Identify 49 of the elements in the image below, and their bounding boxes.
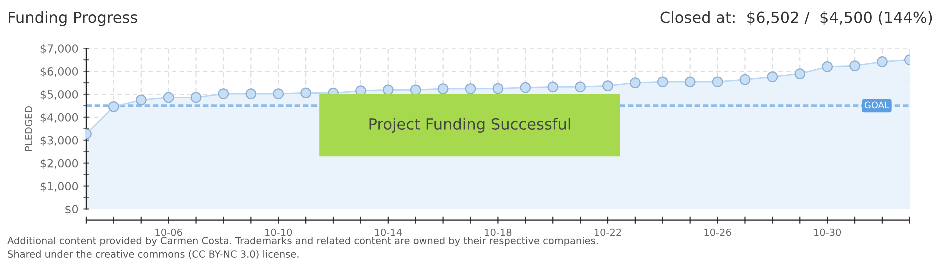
point [246,88,257,100]
text: Additional content provided by Carmen Costa. Trademarks and related content are owned by their respective companies. [8,236,598,246]
x-tick-label: 10-26 [704,228,732,236]
point [218,88,230,100]
y-tick-label: $1,000 [40,182,78,192]
y-tick-label: $0 [66,205,78,216]
point [822,62,833,72]
point [520,82,532,94]
y-tick-label: $4,000 [40,113,78,124]
point [630,78,641,88]
point [108,101,120,112]
point [273,88,284,100]
x-tick-label: 10-30 [814,228,842,236]
point [548,82,559,93]
y-tick-label: $3,000 [40,136,78,146]
point [492,83,504,94]
point [382,84,394,96]
point [300,88,312,99]
point [684,76,696,88]
annotation: Project Funding Successful [370,118,570,133]
x-tick-label: 10-18 [485,228,512,236]
point [877,56,888,68]
point [850,60,860,72]
y-tick-label: $6,000 [40,67,78,78]
point [740,74,751,86]
text: Shared under the creative commons (CC BY-NC 3.0) license. [8,250,299,260]
chart-title: Funding Progress [9,12,138,26]
point [163,92,174,104]
x-tick-label: 10-10 [266,228,292,236]
ref-line-label: GOAL [864,102,890,109]
point [136,94,147,106]
x-tick-label: 10-06 [156,228,182,236]
y-tick-label: $5,000 [40,90,78,100]
point [712,76,724,88]
point [794,68,806,80]
point [465,84,476,94]
x-tick-label: 10-22 [594,228,622,236]
chart-subtitle: Closed at: $6,502 / $4,500 (144%) [660,12,932,26]
y-tick-label: $2,000 [40,159,78,170]
point [602,80,614,92]
point [657,76,668,88]
point [190,92,202,104]
y-axis-title: PLEDGED [25,106,33,152]
y-tick-label: $7,000 [40,44,78,54]
x-tick-label: 10-14 [375,228,402,236]
point [438,84,449,94]
point [410,84,422,96]
point [767,72,778,82]
point [575,82,586,93]
